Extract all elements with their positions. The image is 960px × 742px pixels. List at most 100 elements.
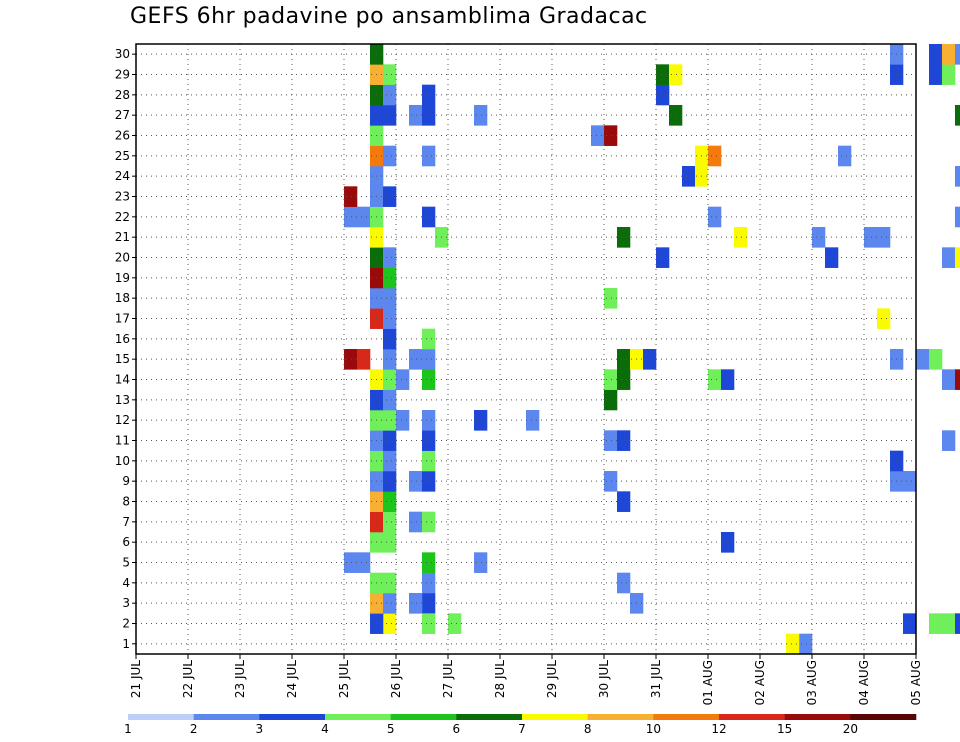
heatmap-cell (955, 206, 960, 228)
x-tick-label: 04 AUG (857, 660, 871, 705)
heatmap-cell (422, 430, 436, 451)
heatmap-cell (942, 613, 956, 634)
heatmap-cell (604, 288, 618, 309)
heatmap-cell (604, 125, 618, 146)
heatmap-cell (864, 227, 878, 248)
grid-lines (136, 44, 916, 654)
heatmap-cell (422, 328, 436, 350)
y-tick-label: 16 (115, 332, 130, 346)
x-tick-label: 02 AUG (753, 660, 767, 705)
legend-swatch (259, 714, 326, 720)
heatmap-cell (682, 166, 696, 187)
heatmap-cell (474, 105, 488, 126)
heatmap-cell (383, 593, 397, 614)
legend-swatch (325, 714, 391, 720)
y-tick-label: 23 (115, 190, 130, 204)
y-tick-label: 29 (115, 68, 130, 82)
heatmap-cell (877, 227, 891, 248)
heatmap-cell (383, 430, 397, 451)
y-tick-label: 9 (122, 474, 130, 488)
heatmap-cell (656, 64, 670, 85)
heatmap-cell (422, 552, 436, 573)
heatmap-cell (422, 410, 436, 431)
heatmap-cell (604, 389, 618, 411)
heatmap-cell (422, 450, 436, 472)
heatmap-cells (344, 44, 960, 655)
x-tick-label: 26 JUL (389, 660, 403, 698)
heatmap-cell (383, 105, 397, 126)
heatmap-cell (903, 613, 917, 634)
heatmap-cell (357, 206, 371, 228)
heatmap-cell (929, 613, 943, 634)
heatmap-cell (422, 369, 436, 390)
legend-swatch (390, 714, 457, 720)
y-tick-label: 30 (115, 47, 130, 61)
y-tick-label: 11 (115, 434, 130, 448)
heatmap-cell (955, 105, 960, 126)
heatmap-cell (604, 369, 618, 390)
legend-label: 8 (584, 722, 592, 736)
heatmap-cell (669, 64, 683, 85)
heatmap-cell (656, 84, 670, 106)
heatmap-cell (422, 145, 436, 167)
x-tick-label: 31 JUL (649, 660, 663, 698)
legend-label: 2 (190, 722, 198, 736)
legend-label: 15 (777, 722, 792, 736)
y-tick-label: 2 (122, 617, 130, 631)
x-tick-label: 30 JUL (597, 660, 611, 698)
heatmap-cell (929, 64, 943, 85)
heatmap-cell (786, 633, 800, 655)
legend-label: 20 (843, 722, 858, 736)
heatmap-cell (955, 613, 960, 634)
heatmap-cell (357, 552, 371, 573)
heatmap-cell (929, 44, 943, 65)
heatmap-cell (409, 511, 423, 533)
y-tick-label: 25 (115, 149, 130, 163)
legend-swatch (522, 714, 588, 720)
heatmap-cell (617, 369, 631, 390)
heatmap-cell (877, 308, 891, 329)
heatmap-cell (929, 349, 943, 370)
legend-swatch (784, 714, 851, 720)
heatmap-cell (422, 105, 436, 126)
heatmap-cell (383, 613, 397, 634)
heatmap-cell (643, 349, 657, 370)
legend-label: 4 (321, 722, 329, 736)
colorbar-legend: 1 2 3 4 5 6 7 8 10 12 15 20 (124, 714, 917, 736)
heatmap-cell (422, 471, 436, 492)
heatmap-cell (383, 186, 397, 207)
heatmap-cell (942, 430, 956, 451)
y-tick-label: 22 (115, 210, 130, 224)
heatmap-cell (383, 247, 397, 268)
heatmap-cell (942, 369, 956, 390)
legend-label: 6 (453, 722, 461, 736)
heatmap-cell (383, 450, 397, 472)
legend-label: 12 (711, 722, 726, 736)
y-tick-label: 27 (115, 108, 130, 122)
legend-swatch (850, 714, 917, 720)
heatmap-cell (474, 552, 488, 573)
x-tick-label: 27 JUL (441, 660, 455, 698)
heatmap-cell (383, 288, 397, 309)
x-tick-label: 01 AUG (701, 660, 715, 705)
heatmap-cell (942, 247, 956, 268)
heatmap-cell (383, 532, 397, 553)
heatmap-cell (656, 247, 670, 268)
heatmap-cell (422, 593, 436, 614)
legend-label: 3 (256, 722, 264, 736)
y-tick-label: 17 (115, 312, 130, 326)
y-tick-label: 8 (122, 495, 130, 509)
heatmap-cell (942, 64, 956, 85)
heatmap-cell (396, 369, 410, 390)
heatmap-cell (526, 410, 540, 431)
heatmap-cell (383, 84, 397, 106)
heatmap-cell (383, 145, 397, 167)
heatmap-cell (708, 206, 722, 228)
heatmap-cell (409, 593, 423, 614)
y-tick-label: 21 (115, 230, 130, 244)
heatmap-cell (617, 349, 631, 370)
x-tick-label: 22 JUL (181, 660, 195, 698)
heatmap-cell (422, 206, 436, 228)
x-tick-label: 05 AUG (909, 660, 923, 705)
heatmap-cell (721, 369, 735, 390)
